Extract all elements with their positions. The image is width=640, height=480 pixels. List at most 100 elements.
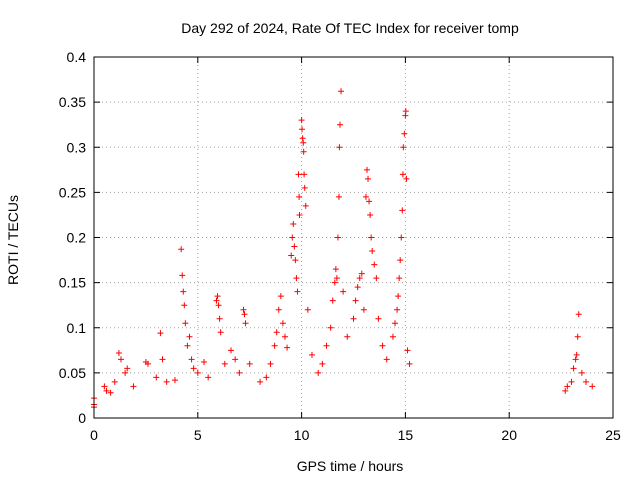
y-tick-label: 0.15 bbox=[59, 275, 86, 291]
data-point bbox=[221, 360, 228, 367]
data-point bbox=[375, 315, 382, 322]
data-point bbox=[194, 369, 201, 376]
data-point bbox=[163, 378, 170, 385]
data-point bbox=[179, 272, 186, 279]
data-point bbox=[344, 333, 351, 340]
data-point bbox=[327, 324, 334, 331]
data-point bbox=[107, 389, 114, 396]
data-point bbox=[295, 171, 302, 178]
data-point bbox=[215, 302, 222, 309]
data-point bbox=[182, 320, 189, 327]
data-points bbox=[91, 88, 596, 411]
data-point bbox=[365, 175, 372, 182]
data-point bbox=[289, 234, 296, 241]
data-point bbox=[103, 387, 110, 394]
data-point bbox=[153, 374, 160, 381]
data-point bbox=[379, 342, 386, 349]
data-point bbox=[271, 342, 278, 349]
data-point bbox=[300, 139, 307, 146]
data-point bbox=[352, 297, 359, 304]
x-tick-label: 15 bbox=[398, 427, 414, 443]
chart-title: Day 292 of 2024, Rate Of TEC Index for r… bbox=[181, 20, 519, 36]
data-point bbox=[362, 193, 369, 200]
data-point bbox=[301, 171, 308, 178]
data-point bbox=[315, 369, 322, 376]
data-point bbox=[404, 347, 411, 354]
data-point bbox=[396, 275, 403, 282]
data-point bbox=[184, 342, 191, 349]
data-point bbox=[319, 360, 326, 367]
data-point bbox=[299, 126, 306, 133]
data-point bbox=[308, 351, 315, 358]
data-point bbox=[373, 275, 380, 282]
data-point bbox=[292, 257, 299, 264]
data-point bbox=[117, 356, 124, 363]
data-point bbox=[368, 234, 375, 241]
data-point bbox=[329, 297, 336, 304]
data-point bbox=[331, 279, 338, 286]
x-axis-label: GPS time / hours bbox=[297, 458, 404, 474]
data-point bbox=[574, 333, 581, 340]
data-point bbox=[578, 369, 585, 376]
data-point bbox=[293, 275, 300, 282]
data-point bbox=[288, 252, 295, 259]
data-point bbox=[275, 306, 282, 313]
y-tick-label: 0.1 bbox=[67, 320, 87, 336]
y-tick-label: 0 bbox=[78, 410, 86, 426]
data-point bbox=[562, 387, 569, 394]
x-tick-label: 5 bbox=[194, 427, 202, 443]
x-tick-label: 0 bbox=[90, 427, 98, 443]
data-point bbox=[338, 88, 345, 95]
data-point bbox=[403, 175, 410, 182]
data-point bbox=[181, 302, 188, 309]
data-point bbox=[228, 347, 235, 354]
data-point bbox=[366, 198, 373, 205]
data-point bbox=[335, 193, 342, 200]
data-point bbox=[568, 378, 575, 385]
data-point bbox=[336, 144, 343, 151]
data-point bbox=[290, 220, 297, 227]
data-point bbox=[296, 193, 303, 200]
data-point bbox=[358, 270, 365, 277]
data-point bbox=[213, 297, 220, 304]
data-point bbox=[171, 377, 178, 384]
y-tick-label: 0.4 bbox=[67, 49, 87, 65]
data-point bbox=[236, 369, 243, 376]
y-tick-label: 0.2 bbox=[67, 230, 87, 246]
data-point bbox=[188, 356, 195, 363]
data-point bbox=[398, 234, 405, 241]
data-point bbox=[180, 288, 187, 295]
data-point bbox=[406, 360, 413, 367]
data-point bbox=[332, 266, 339, 273]
y-tick-label: 0.25 bbox=[59, 184, 86, 200]
y-tick-label: 0.3 bbox=[67, 139, 87, 155]
data-point bbox=[284, 344, 291, 351]
data-point bbox=[242, 320, 249, 327]
data-point bbox=[350, 315, 357, 322]
data-point bbox=[323, 342, 330, 349]
data-point bbox=[240, 306, 247, 313]
data-point bbox=[395, 293, 402, 300]
data-point bbox=[301, 184, 308, 191]
data-point bbox=[144, 360, 151, 367]
data-point bbox=[201, 359, 208, 366]
data-point bbox=[273, 329, 280, 336]
data-point bbox=[573, 351, 580, 358]
data-point bbox=[402, 108, 409, 115]
data-point bbox=[279, 320, 286, 327]
data-point bbox=[124, 365, 131, 372]
data-point bbox=[101, 383, 108, 390]
data-point bbox=[401, 130, 408, 137]
data-point bbox=[263, 374, 270, 381]
y-tick-label: 0.35 bbox=[59, 94, 86, 110]
x-tick-label: 20 bbox=[501, 427, 517, 443]
data-point bbox=[572, 356, 579, 363]
data-point bbox=[356, 275, 363, 282]
data-point bbox=[383, 356, 390, 363]
data-point bbox=[217, 329, 224, 336]
data-point bbox=[190, 365, 197, 372]
data-point bbox=[246, 360, 253, 367]
data-point bbox=[277, 293, 284, 300]
data-point bbox=[241, 311, 248, 318]
